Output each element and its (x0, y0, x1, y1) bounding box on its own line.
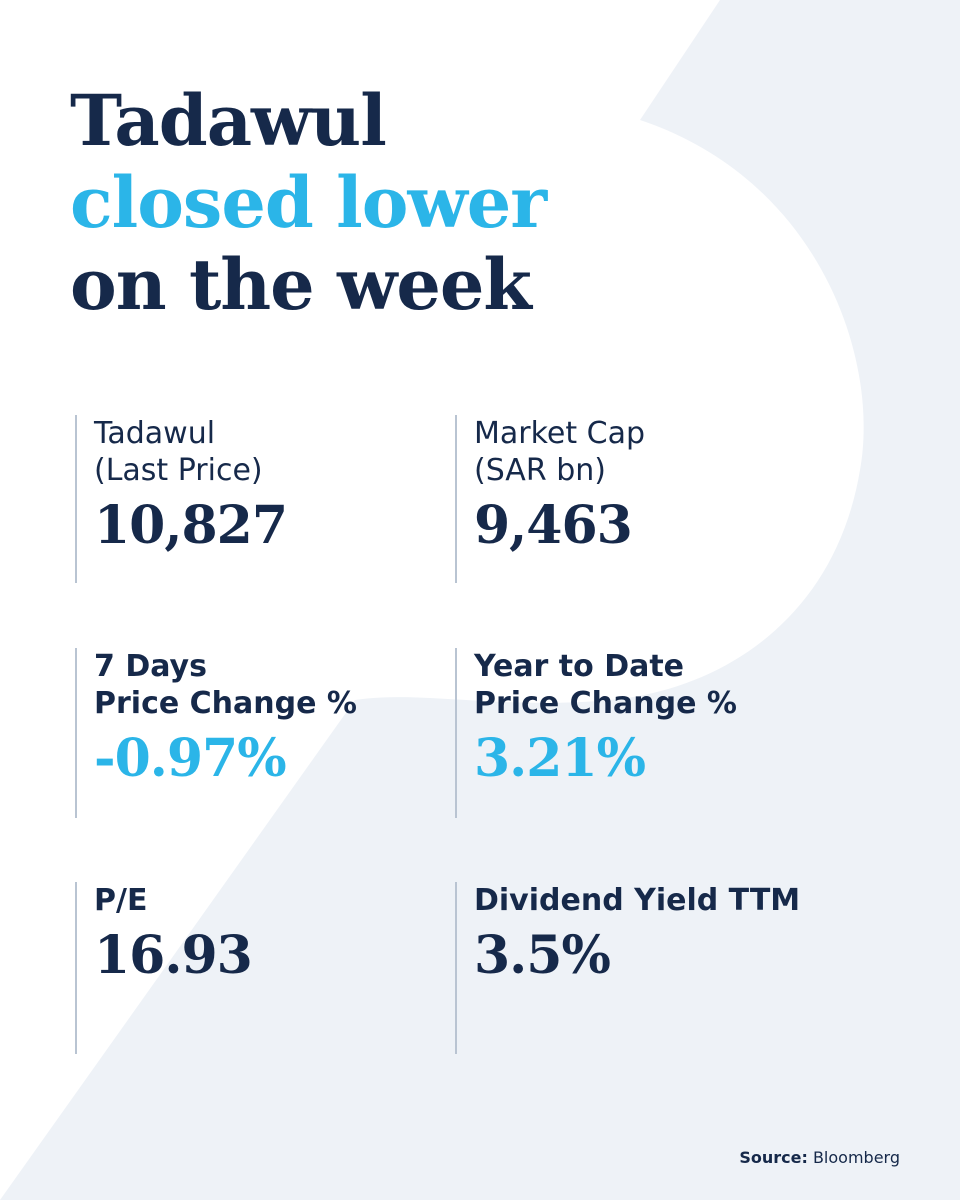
stat-pe-ratio: P/E 16.93 (75, 882, 253, 1054)
source-label: Source: (739, 1148, 808, 1167)
stat-label-line-1: P/E (94, 883, 148, 918)
stat-label-line-1: Dividend Yield TTM (474, 883, 801, 918)
stat-label-line-2: Price Change % (474, 686, 737, 721)
stat-label-line-2: (SAR bn) (474, 453, 606, 488)
stat-value: -0.97% (94, 728, 287, 789)
stat-label: Year to Date Price Change % (474, 648, 737, 722)
stat-seven-day-change: 7 Days Price Change % -0.97% (75, 648, 357, 818)
stat-label-line-2: Price Change % (94, 686, 357, 721)
stat-label-line-1: Market Cap (474, 416, 646, 451)
headline-line-2: closed lower (70, 161, 547, 244)
headline-line-1: Tadawul (70, 79, 387, 162)
stat-label: 7 Days Price Change % (94, 648, 357, 722)
stat-last-price: Tadawul (Last Price) 10,827 (75, 415, 288, 583)
headline: Tadawul closed lower on the week (70, 79, 547, 326)
stat-label: Tadawul (Last Price) (94, 415, 287, 489)
stat-label-line-2: (Last Price) (94, 453, 263, 488)
stat-label: Market Cap (SAR bn) (474, 415, 645, 489)
stat-label: Dividend Yield TTM (474, 882, 800, 919)
headline-line-3: on the week (70, 243, 532, 326)
stat-label-line-1: Tadawul (94, 416, 216, 451)
stat-dividend-yield: Dividend Yield TTM 3.5% (455, 882, 800, 1054)
stat-ytd-change: Year to Date Price Change % 3.21% (455, 648, 737, 818)
stat-market-cap: Market Cap (SAR bn) 9,463 (455, 415, 645, 583)
stat-value: 9,463 (474, 495, 633, 556)
stat-label: P/E (94, 882, 252, 919)
stat-value: 16.93 (94, 925, 253, 986)
stat-value: 10,827 (94, 495, 288, 556)
source-credit: Source: Bloomberg (739, 1148, 900, 1167)
source-name: Bloomberg (812, 1148, 900, 1167)
stat-label-line-1: 7 Days (94, 649, 207, 684)
stat-value: 3.5% (474, 925, 611, 986)
stat-label-line-1: Year to Date (474, 649, 685, 684)
stat-value: 3.21% (474, 728, 646, 789)
